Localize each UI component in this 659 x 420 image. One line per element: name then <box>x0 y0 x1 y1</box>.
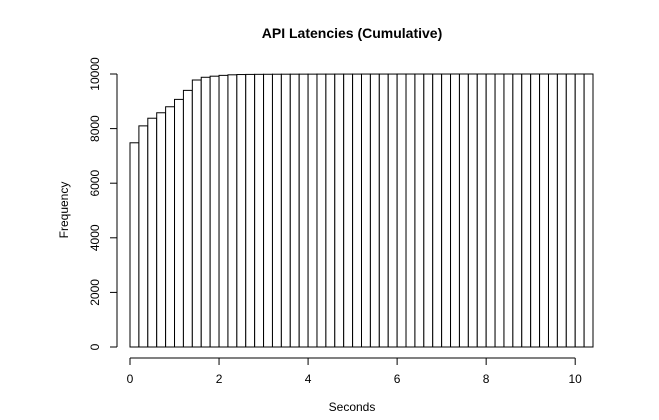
histogram-bar <box>289 73 300 348</box>
histogram-bar <box>218 74 229 348</box>
histogram-bar <box>476 73 487 348</box>
x-axis-label: Seconds <box>329 400 376 414</box>
histogram-bar <box>343 73 354 348</box>
histogram-bar <box>147 117 158 348</box>
y-tick-label: 6000 <box>88 170 102 197</box>
histogram-bar <box>156 112 167 348</box>
histogram-bar <box>307 73 318 348</box>
histogram-bar <box>556 73 567 348</box>
y-tick-label: 2000 <box>88 279 102 306</box>
x-tick-label: 2 <box>216 372 223 386</box>
histogram-bar <box>512 73 523 348</box>
y-axis-label: Frequency <box>57 182 71 239</box>
histogram-bar <box>182 89 193 348</box>
histogram-bar <box>361 73 371 348</box>
histogram-bar <box>539 73 549 348</box>
histogram-bar <box>129 142 140 348</box>
histogram-bar <box>530 73 541 348</box>
histogram-bar <box>298 73 309 348</box>
histogram-bar <box>458 73 469 348</box>
histogram-bar <box>450 73 460 348</box>
histogram-bar <box>494 73 505 348</box>
histogram-bar <box>316 73 327 348</box>
y-tick-label: 0 <box>88 343 102 350</box>
x-axis: 0 2 4 6 8 10 <box>127 357 583 386</box>
histogram-bar <box>547 73 558 348</box>
histogram-bar <box>236 74 247 348</box>
histogram-bar <box>191 79 202 348</box>
bars-group <box>129 73 594 348</box>
histogram-bar <box>521 73 532 348</box>
histogram-bar <box>138 125 149 348</box>
y-axis: 0 2000 4000 6000 8000 10000 <box>88 57 118 350</box>
histogram-bar <box>200 76 211 348</box>
histogram-bar <box>334 73 345 348</box>
histogram-bar <box>432 73 443 348</box>
histogram-bar <box>280 73 291 348</box>
x-tick-label: 0 <box>127 372 134 386</box>
histogram-bar <box>165 106 176 348</box>
histogram-bar <box>174 98 184 348</box>
histogram-bar <box>583 73 594 348</box>
histogram-bar <box>574 73 585 348</box>
histogram-bar <box>209 75 220 348</box>
y-tick-label: 4000 <box>88 224 102 251</box>
x-tick-label: 8 <box>483 372 490 386</box>
y-tick-label: 8000 <box>88 115 102 142</box>
histogram-bar <box>485 73 496 348</box>
histogram-bar <box>245 73 256 348</box>
x-tick-label: 10 <box>569 372 583 386</box>
histogram-bar <box>503 73 514 348</box>
histogram-bar <box>325 73 336 348</box>
y-tick-label: 10000 <box>88 57 102 91</box>
chart-title: API Latencies (Cumulative) <box>262 25 443 41</box>
histogram-bar <box>387 73 398 348</box>
x-tick-label: 6 <box>394 372 401 386</box>
histogram-bar <box>378 73 389 348</box>
histogram-bar <box>271 73 282 348</box>
histogram-bar <box>263 73 273 348</box>
histogram-bar <box>352 73 363 348</box>
histogram-bar <box>405 73 416 348</box>
histogram-bar <box>396 73 407 348</box>
histogram-bar <box>369 73 380 348</box>
histogram-bar <box>565 73 576 348</box>
histogram-bar <box>423 73 434 348</box>
histogram-bar <box>414 73 425 348</box>
x-tick-label: 4 <box>305 372 312 386</box>
histogram-bar <box>441 73 452 348</box>
histogram-bar <box>227 74 238 348</box>
histogram-bar <box>467 73 478 348</box>
histogram-bar <box>254 73 265 348</box>
